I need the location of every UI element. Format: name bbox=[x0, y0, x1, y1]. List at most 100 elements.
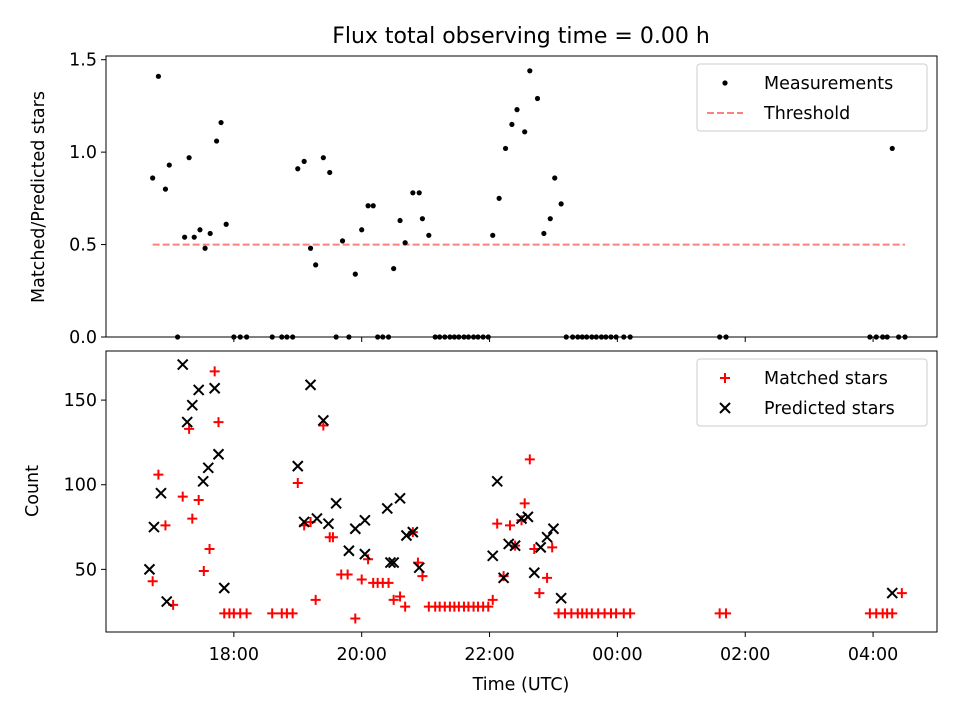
measurement-point bbox=[370, 203, 376, 209]
measurement-point bbox=[202, 245, 208, 251]
predicted-star-point bbox=[161, 595, 173, 608]
matched-star-point bbox=[625, 608, 636, 619]
predicted-star-point bbox=[208, 382, 221, 394]
measurement-point bbox=[290, 334, 296, 340]
measurement-point bbox=[547, 216, 553, 222]
bottom-x-tick-label: 22:00 bbox=[464, 645, 514, 665]
measurement-point bbox=[352, 271, 358, 277]
measurement-point bbox=[410, 190, 416, 196]
matched-star-point bbox=[487, 594, 498, 605]
measurement-point bbox=[397, 217, 403, 224]
matched-star-point bbox=[363, 554, 374, 565]
measurement-point bbox=[313, 262, 319, 268]
measurement-point bbox=[213, 138, 220, 144]
x-axis-label: Time (UTC) bbox=[472, 675, 570, 695]
measurement-point bbox=[603, 334, 609, 340]
figure-title: Flux total observing time = 0.00 h bbox=[332, 24, 710, 49]
matched-star-point bbox=[542, 572, 553, 583]
measurement-point bbox=[197, 227, 203, 233]
measurement-point bbox=[223, 221, 229, 227]
measurement-point bbox=[451, 334, 457, 340]
predicted-star-point bbox=[143, 563, 156, 576]
predicted-star-point bbox=[177, 358, 189, 371]
matched-star-point bbox=[524, 454, 535, 465]
measurement-point bbox=[419, 216, 426, 222]
matched-star-point bbox=[388, 594, 399, 605]
matched-star-point bbox=[209, 366, 220, 377]
predicted-star-point bbox=[534, 541, 547, 554]
measurement-point bbox=[490, 232, 496, 238]
top-y-tick-label: 0.5 bbox=[69, 236, 97, 256]
predicted-star-point bbox=[212, 448, 225, 460]
top-axes-frame bbox=[105, 55, 938, 338]
top-legend-handle bbox=[722, 80, 728, 86]
measurement-point bbox=[385, 334, 392, 340]
matched-star-point bbox=[327, 532, 338, 543]
matched-star-point bbox=[177, 491, 188, 502]
matched-star-point bbox=[292, 478, 303, 489]
predicted-star-point bbox=[218, 582, 230, 594]
predicted-star-point bbox=[359, 548, 371, 560]
predicted-star-point bbox=[343, 545, 355, 557]
measurement-point bbox=[584, 334, 590, 340]
measurement-point bbox=[320, 155, 326, 161]
predicted-star-point bbox=[298, 516, 310, 528]
bottom-axes-frame bbox=[105, 350, 938, 633]
matched-star-point bbox=[342, 569, 353, 580]
matched-star-point bbox=[160, 520, 171, 531]
top-plot: Matched/Predicted stars 0.0 0.5 1.0 1.5 Meas… bbox=[29, 51, 938, 348]
measurement-point bbox=[608, 334, 614, 340]
measurement-point bbox=[579, 334, 585, 340]
measurement-point bbox=[570, 334, 576, 340]
measurement-point bbox=[339, 238, 346, 244]
measurement-point bbox=[563, 334, 569, 340]
predicted-star-point bbox=[407, 526, 419, 538]
top-y-tick-label: 0.0 bbox=[69, 328, 97, 348]
measurement-point bbox=[191, 234, 197, 240]
measurement-point bbox=[207, 230, 213, 237]
measurement-point bbox=[391, 265, 397, 272]
predicted-star-point bbox=[349, 523, 362, 535]
measurement-point bbox=[884, 334, 890, 340]
predicted-star-point bbox=[155, 487, 167, 499]
measurement-point bbox=[627, 334, 633, 340]
measurement-point bbox=[575, 334, 581, 340]
measurement-point bbox=[534, 95, 541, 102]
measurement-point bbox=[244, 334, 250, 340]
measurement-point bbox=[522, 129, 528, 135]
predicted-star-point bbox=[186, 399, 199, 411]
bottom-x-tick-label: 00:00 bbox=[592, 645, 642, 665]
bottom-x-tick-label: 04:00 bbox=[848, 645, 898, 665]
measurement-point bbox=[514, 107, 520, 113]
predicted-star-point bbox=[387, 556, 400, 569]
measurement-point bbox=[621, 334, 627, 340]
predicted-star-point bbox=[487, 550, 499, 562]
measurement-point bbox=[327, 169, 333, 176]
predicted-star-point bbox=[192, 384, 205, 396]
predicted-star-point bbox=[292, 460, 304, 472]
measurement-point bbox=[475, 334, 481, 340]
predicted-star-point bbox=[311, 512, 323, 525]
matched-star-point bbox=[417, 571, 428, 582]
bottom-y-axis-label: Count bbox=[23, 465, 43, 517]
bottom-x-tick-label: 20:00 bbox=[336, 645, 386, 665]
measurement-point bbox=[155, 73, 162, 79]
measurement-point bbox=[182, 234, 188, 240]
measurement-point bbox=[880, 334, 886, 340]
top-y-tick-label: 1.5 bbox=[69, 51, 97, 71]
measurement-point bbox=[558, 201, 564, 207]
matched-star-point bbox=[383, 577, 394, 588]
predicted-star-point bbox=[181, 416, 193, 428]
measurement-point bbox=[867, 334, 873, 340]
measurement-point bbox=[541, 230, 547, 237]
predicted-star-point bbox=[491, 475, 503, 488]
matched-star-point bbox=[498, 571, 509, 582]
measurement-point bbox=[307, 245, 314, 251]
predicted-star-point bbox=[394, 492, 406, 504]
matched-star-point bbox=[310, 594, 321, 605]
predicted-star-point bbox=[528, 567, 540, 579]
predicted-star-point bbox=[400, 529, 413, 542]
predicted-star-point bbox=[330, 497, 342, 510]
matched-star-point bbox=[184, 423, 195, 434]
